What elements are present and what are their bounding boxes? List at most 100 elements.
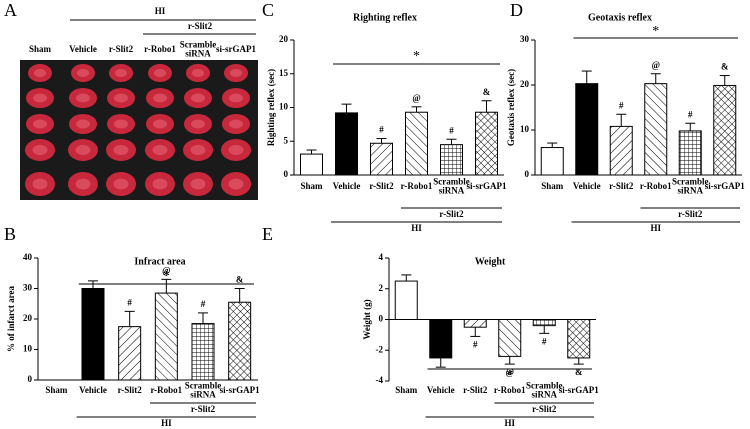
x-tick-label: Scramble siRNA	[185, 381, 222, 400]
y-tick-label: 15	[279, 68, 289, 78]
bar	[394, 280, 418, 320]
significance-marker: &	[721, 62, 729, 72]
group-label: HI	[161, 418, 172, 428]
error-bar	[88, 280, 98, 289]
x-tick-label: Scramble siRNA	[672, 177, 709, 196]
y-tick-label: 20	[520, 79, 530, 89]
panel-letter: C	[262, 0, 274, 20]
brain-slice-core	[153, 93, 167, 103]
y-tick-label: 10	[23, 344, 33, 354]
significance-marker: #	[542, 336, 547, 346]
brain-slice-core	[33, 119, 47, 129]
bar	[335, 112, 358, 176]
column-label: si-srGAP1	[216, 44, 256, 54]
bar	[532, 319, 556, 327]
y-tick-label: 5	[284, 135, 289, 145]
significance-marker: @	[412, 93, 420, 103]
group-label: HI	[504, 418, 515, 428]
x-tick-label: r-Robo1	[401, 181, 433, 191]
y-axis-label: Righting reflex (sec)	[266, 69, 276, 146]
brain-slice-core	[76, 93, 90, 103]
y-tick-label: 40	[23, 252, 33, 262]
brain-slices	[25, 64, 251, 196]
significance-marker: #	[127, 297, 132, 307]
bar	[118, 326, 142, 381]
brain-slice-core	[228, 145, 244, 155]
significance-label: *	[652, 24, 659, 39]
bar	[644, 83, 668, 176]
brain-slice-core	[152, 178, 168, 190]
y-tick-label: 4	[379, 252, 384, 262]
group-label: HI	[411, 223, 422, 233]
x-tick-label: si-srGAP1	[467, 181, 507, 191]
brain-slice-core	[229, 93, 243, 103]
error-bar	[581, 70, 592, 84]
x-tick-label: si-srGAP1	[559, 385, 599, 395]
y-tick-label: 30	[520, 34, 530, 44]
x-tick-label: Vehicle	[79, 385, 107, 395]
x-tick-label: Vehicle	[427, 385, 455, 395]
error-bar	[234, 288, 245, 303]
error-bar	[573, 357, 584, 365]
significance-marker: #	[688, 109, 693, 119]
group-label: r-Slit2	[678, 209, 703, 219]
group-label: HI	[650, 223, 661, 233]
bar	[540, 147, 564, 176]
bar	[567, 319, 591, 359]
significance-marker: &	[575, 367, 583, 377]
brain-slice-core	[228, 178, 244, 190]
bar	[81, 288, 105, 381]
error-bar	[547, 142, 558, 148]
x-tick-label: Scramble siRNA	[433, 177, 470, 196]
y-tick-label: 0	[379, 314, 384, 324]
panel-letter: D	[510, 0, 523, 20]
x-tick-label: r-Slit2	[118, 385, 143, 395]
brain-slice-core	[114, 93, 128, 103]
error-bar	[401, 274, 412, 282]
y-tick-label: 30	[23, 283, 33, 293]
brain-slice-core	[34, 68, 46, 78]
significance-marker: #	[473, 339, 478, 349]
error-bar	[306, 149, 317, 155]
y-tick-label: 0	[284, 169, 289, 179]
brain-slice-core	[191, 93, 205, 103]
bar	[609, 125, 633, 176]
x-tick-label: Scramble siRNA	[526, 381, 563, 400]
bar	[429, 319, 453, 359]
y-tick-label: 2	[379, 283, 384, 293]
brain-slice-core	[152, 145, 168, 155]
brain-slice-core	[229, 119, 243, 129]
y-axis-label: Geotaxis reflex (sec)	[506, 69, 516, 146]
x-tick-label: r-Robo1	[494, 385, 526, 395]
error-bar	[161, 278, 172, 294]
chart-title: Righting reflex	[353, 12, 417, 23]
x-tick-label: r-Robo1	[150, 385, 182, 395]
panel-letter: A	[4, 0, 17, 20]
error-bar	[719, 75, 730, 86]
brain-slice-core	[76, 119, 90, 129]
bar	[405, 111, 428, 176]
error-bar	[341, 103, 352, 113]
bar	[191, 323, 215, 381]
column-label: Scramble siRNA	[180, 40, 217, 59]
significance-marker: @	[506, 367, 514, 377]
error-bar	[481, 100, 492, 113]
brain-slice-core	[75, 145, 91, 155]
x-tick-label: Sham	[395, 385, 418, 395]
brain-slice-core	[75, 178, 91, 190]
panel-letter: B	[4, 224, 16, 244]
y-tick-label: -2	[376, 344, 384, 354]
bar	[463, 319, 487, 328]
brain-slice-core	[32, 145, 48, 155]
significance-marker: #	[449, 125, 454, 135]
y-tick-label: 10	[520, 124, 530, 134]
error-bar	[124, 310, 135, 327]
y-axis-label: Weight (g)	[362, 299, 372, 339]
brain-slice-core	[190, 178, 206, 190]
significance-marker: #	[201, 299, 206, 309]
group-label: r-Slit2	[532, 404, 557, 414]
brain-slice-core	[77, 68, 89, 78]
x-tick-label: Sham	[541, 181, 564, 191]
error-bar	[376, 138, 387, 144]
